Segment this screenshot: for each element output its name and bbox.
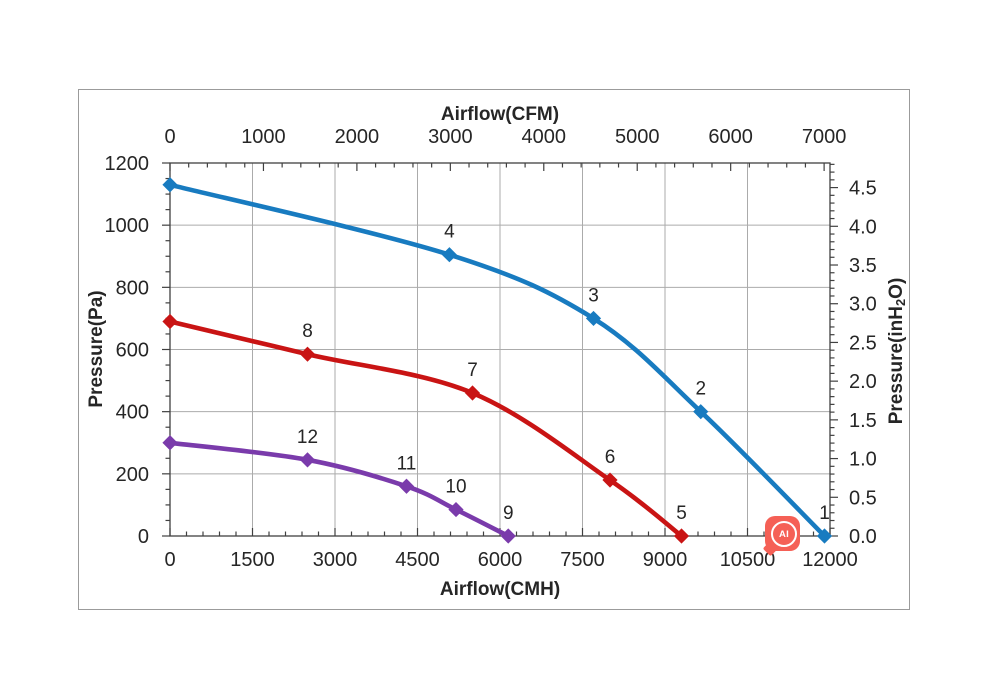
- bottom-axis-title: Airflow(CMH): [439, 579, 561, 600]
- data-point-marker: [500, 528, 516, 544]
- series-layer: [162, 177, 833, 544]
- data-point-marker: [816, 528, 833, 544]
- data-point-marker: [693, 404, 709, 420]
- point-label: 10: [445, 477, 466, 498]
- series-line-speed-3-purple: [167, 440, 511, 539]
- bottom-tick-label: 12000: [802, 549, 858, 571]
- top-tick-label: 1000: [241, 126, 286, 148]
- point-label: 6: [605, 447, 616, 468]
- data-point-marker: [162, 435, 178, 451]
- data-point-marker: [299, 452, 316, 468]
- bottom-tick-label: 7500: [560, 549, 605, 571]
- data-point-marker: [162, 177, 178, 193]
- top-tick-label: 4000: [522, 126, 567, 148]
- bottom-tick-label: 4500: [395, 549, 440, 571]
- ai-badge-ring-icon: AI: [771, 521, 797, 547]
- top-axis-title: Airflow(CFM): [440, 104, 560, 125]
- right-tick-label: 4.0: [849, 216, 877, 238]
- right-tick-label: 2.5: [849, 332, 877, 354]
- right-tick-label: 3.5: [849, 255, 877, 277]
- point-label: 1: [819, 503, 830, 524]
- data-point-marker: [602, 472, 618, 488]
- data-point-marker: [441, 247, 457, 263]
- data-point-marker: [585, 310, 602, 327]
- point-label: 11: [397, 453, 417, 474]
- bottom-tick-label: 6000: [478, 549, 523, 571]
- bottom-tick-label: 0: [164, 549, 175, 571]
- data-point-marker: [398, 478, 415, 494]
- right-axis-title-pre: Pressure(inH: [885, 306, 907, 425]
- data-point-marker: [464, 385, 481, 401]
- top-tick-label: 0: [164, 126, 175, 148]
- right-tick-label: 1.0: [849, 449, 877, 471]
- top-tick-label: 7000: [802, 126, 847, 148]
- data-point-marker: [673, 528, 690, 544]
- left-tick-label: 800: [116, 277, 149, 299]
- ai-badge-label: AI: [778, 528, 790, 540]
- right-axis-title-subscript: 2: [893, 298, 909, 307]
- top-tick-label: 3000: [428, 126, 473, 148]
- right-tick-label: 0.5: [849, 487, 877, 509]
- bottom-tick-label: 9000: [643, 549, 688, 571]
- right-tick-label: 0.0: [849, 526, 877, 548]
- point-label: 2: [695, 379, 706, 400]
- point-label: 5: [676, 503, 687, 524]
- left-tick-label: 0: [138, 526, 149, 548]
- left-tick-label: 200: [116, 464, 149, 486]
- bottom-tick-label: 3000: [313, 549, 358, 571]
- point-label: 7: [467, 360, 478, 381]
- right-axis-title-post: O): [885, 277, 907, 299]
- right-tick-label: 2.0: [849, 371, 877, 393]
- series-line-speed-1-blue: [167, 182, 827, 539]
- grid-layer: [170, 163, 830, 536]
- point-label: 3: [588, 285, 599, 306]
- point-label: 8: [302, 321, 313, 342]
- left-tick-label: 600: [116, 340, 149, 362]
- point-label: 12: [297, 427, 318, 448]
- top-tick-label: 5000: [615, 126, 660, 148]
- data-point-marker: [162, 313, 178, 330]
- left-axis-title: Pressure(Pa): [86, 290, 107, 408]
- right-tick-label: 4.5: [849, 178, 877, 200]
- point-label: 4: [444, 222, 455, 243]
- bottom-tick-label: 1500: [230, 549, 275, 571]
- left-tick-label: 400: [116, 402, 149, 424]
- top-tick-label: 6000: [708, 126, 753, 148]
- point-label: 9: [503, 503, 514, 524]
- data-point-marker: [448, 501, 464, 518]
- right-axis-title: Pressure(inH2O): [886, 278, 908, 425]
- data-point-marker: [299, 346, 316, 362]
- right-tick-label: 1.5: [849, 410, 877, 432]
- bottom-tick-label: 10500: [720, 549, 776, 571]
- left-tick-label: 1000: [105, 215, 150, 237]
- right-tick-label: 3.0: [849, 294, 877, 316]
- ai-assistant-badge[interactable]: AI: [762, 516, 800, 557]
- top-tick-label: 2000: [335, 126, 380, 148]
- left-tick-label: 1200: [105, 153, 150, 175]
- series-line-speed-2-red: [167, 319, 684, 539]
